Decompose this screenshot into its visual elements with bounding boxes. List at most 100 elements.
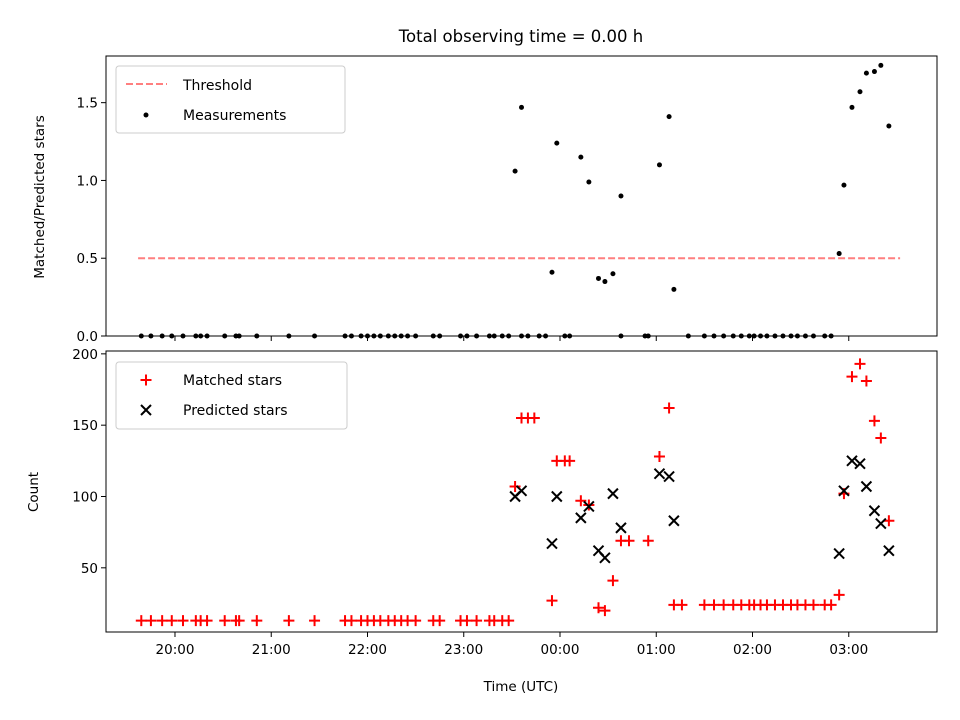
matched-star-point <box>718 599 730 611</box>
legend-top: Threshold Measurements <box>115 65 346 134</box>
matched-star-point <box>219 615 231 627</box>
predicted-star-point <box>546 537 558 550</box>
measurement-point <box>519 104 524 110</box>
measurement-point <box>666 114 672 120</box>
x-axis-label: Time (UTC) <box>483 679 559 695</box>
legend-matched-label: Matched stars <box>183 373 282 389</box>
legend-matched-swatch <box>140 374 152 386</box>
matched-star-point <box>233 615 245 627</box>
panel-ratio: Total observing time = 0.00 h Matched/Pr… <box>32 27 938 345</box>
predicted-star-point <box>833 547 845 560</box>
matched-star-point <box>509 481 521 493</box>
matched-star-point <box>623 535 635 547</box>
measurement-point <box>836 251 842 257</box>
y-tick-label: 150 <box>72 418 98 434</box>
matched-star-point <box>663 402 675 414</box>
matched-star-point <box>345 615 357 627</box>
measurement-point <box>578 154 584 160</box>
matched-star-point <box>708 599 720 611</box>
matched-star-point <box>503 615 515 627</box>
matched-star-point <box>434 615 446 627</box>
matched-star-point <box>177 615 189 627</box>
matched-star-point <box>564 455 576 467</box>
predicted-star-point <box>838 485 850 497</box>
measurement-point <box>857 89 863 95</box>
measurement-point <box>586 179 592 185</box>
matched-star-point <box>201 615 213 627</box>
matched-star-point <box>166 615 178 627</box>
measurement-point <box>841 182 847 188</box>
legend-measurements-swatch <box>143 112 149 118</box>
measurement-point <box>886 123 892 129</box>
measurement-point <box>602 279 608 285</box>
legend-predicted-swatch <box>140 404 152 416</box>
x-ticks-top <box>174 336 850 341</box>
predicted-star-point <box>854 457 866 470</box>
chart-title: Total observing time = 0.00 h <box>398 27 643 46</box>
matched-star-point <box>642 535 654 547</box>
matched-star-point <box>461 615 473 627</box>
measurement-point <box>871 69 877 75</box>
x-tick-label: 03:00 <box>829 642 868 658</box>
matched-star-point <box>593 602 605 614</box>
measurement-point <box>610 271 616 277</box>
matched-star-point <box>546 595 558 607</box>
x-tick-label: 22:00 <box>348 642 387 658</box>
legend-bottom: Matched stars Predicted stars <box>115 361 348 430</box>
y-tick-label: 200 <box>72 347 98 363</box>
y-axis-label-top: Matched/Predicted stars <box>32 115 48 278</box>
matched-star-point <box>854 358 866 370</box>
legend-box-bottom <box>115 361 348 430</box>
predicted-star-point <box>883 544 895 557</box>
matched-star-point <box>833 589 845 601</box>
matched-star-point <box>599 605 611 617</box>
matched-star-point <box>583 499 595 511</box>
matched-star-point <box>883 515 895 527</box>
x-tick-label: 21:00 <box>252 642 291 658</box>
y-tick-label: 50 <box>81 561 98 577</box>
y-ticks-bottom: 50 100 150 200 <box>72 347 106 577</box>
measurement-point <box>878 62 884 68</box>
measurement-point <box>554 140 560 146</box>
predicted-star-point <box>875 517 887 530</box>
x-tick-label: 20:00 <box>156 642 195 658</box>
predicted-star-point <box>607 487 619 500</box>
matched-star-point <box>868 415 880 427</box>
matched-star-point <box>528 412 540 424</box>
x-tick-label: 00:00 <box>541 642 580 658</box>
legend-predicted-label: Predicted stars <box>183 403 288 419</box>
x-tick-label: 01:00 <box>637 642 676 658</box>
predicted-star-point <box>653 467 666 480</box>
predicted-star-point <box>668 515 680 527</box>
predicted-star-point <box>551 490 563 503</box>
y-axis-label-bottom: Count <box>26 472 42 512</box>
y-tick-label: 1.0 <box>77 173 98 189</box>
y-tick-label: 1.5 <box>77 96 98 112</box>
measurement-point <box>618 193 624 199</box>
matched-star-point <box>860 375 872 387</box>
matched-star-point <box>676 599 688 611</box>
panel-counts: Count Time (UTC) 50 100 150 200 20:00 21:00 2… <box>26 347 938 695</box>
predicted-star-point <box>663 470 675 483</box>
matched-star-point <box>607 575 619 587</box>
matched-star-point <box>410 615 422 627</box>
predicted-star-point <box>515 485 528 497</box>
matched-star-point <box>283 615 295 627</box>
predicted-star-point <box>615 522 627 534</box>
predicted-star-point <box>868 505 881 517</box>
matched-star-point <box>825 599 837 611</box>
matched-star-point <box>156 615 168 627</box>
x-tick-label: 23:00 <box>444 642 483 658</box>
matched-star-point <box>135 615 147 627</box>
matched-star-point <box>807 599 819 611</box>
measurement-point <box>512 168 518 174</box>
measurement-point <box>549 269 555 275</box>
predicted-star-point <box>860 480 873 493</box>
matched-star-point <box>846 371 858 383</box>
matched-star-point <box>251 615 263 627</box>
measurement-point <box>863 70 869 76</box>
x-tick-label: 02:00 <box>733 642 772 658</box>
y-tick-label: 100 <box>72 489 98 505</box>
matched-star-point <box>471 615 483 627</box>
